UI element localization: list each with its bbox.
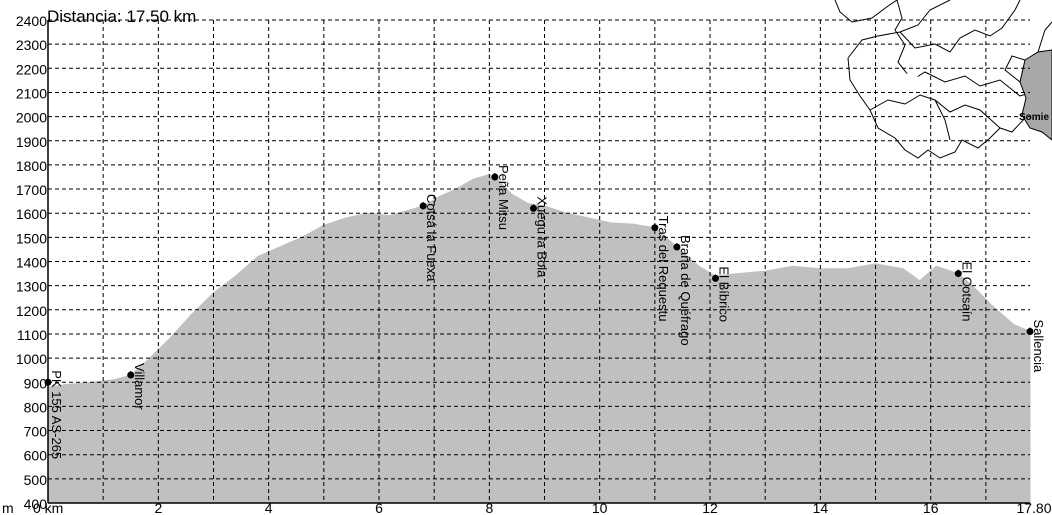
waypoint-marker <box>712 274 720 282</box>
waypoint-marker <box>673 243 681 251</box>
y-tick-label: 2000 <box>16 110 47 126</box>
waypoint-label: Villamor <box>132 363 147 410</box>
y-tick-label: 1600 <box>16 206 47 222</box>
waypoint-label: Peña Mitsu <box>496 165 511 230</box>
y-tick-label: 1700 <box>16 182 47 198</box>
waypoint-marker <box>491 173 499 181</box>
x-tick-label: 10 <box>592 500 608 515</box>
waypoint-label: Sallencia <box>1031 320 1046 374</box>
y-tick-label: 1900 <box>16 134 47 150</box>
waypoint-label: Cotsá la Fuexa <box>424 194 439 282</box>
map-region-outline <box>869 94 1001 141</box>
waypoint-marker <box>954 270 962 278</box>
inset-map: Somie <box>834 0 1052 159</box>
y-tick-label: 1100 <box>17 327 47 343</box>
y-tick-label: 1400 <box>16 255 47 271</box>
waypoint-marker <box>127 371 135 379</box>
elevation-area <box>47 174 1031 504</box>
map-region-outline <box>1004 21 1052 83</box>
y-tick-label: 500 <box>24 472 48 488</box>
x-tick-label: 17.80 <box>1016 500 1051 515</box>
y-tick-label: 700 <box>24 424 48 440</box>
y-tick-label: 800 <box>24 399 48 415</box>
map-region-outline <box>847 0 1021 59</box>
y-tick-label: 900 <box>24 375 48 391</box>
x-unit-label: m <box>2 500 14 515</box>
waypoint-label: El Cotsaín <box>959 262 974 322</box>
x-tick-label: 16 <box>923 500 939 515</box>
x-tick-label: 4 <box>265 500 273 515</box>
y-tick-label: 1300 <box>16 279 47 295</box>
waypoint-marker <box>44 378 52 386</box>
x-tick-label: 2 <box>154 500 162 515</box>
waypoint-label: PK 155 AS-265 <box>49 370 64 459</box>
y-tick-label: 1200 <box>16 303 47 319</box>
y-tick-label: 1500 <box>16 230 47 246</box>
x-tick-label: 6 <box>375 500 383 515</box>
chart-title: Distancia: 17.50 km <box>47 7 196 26</box>
y-tick-label: 600 <box>24 448 48 464</box>
x-tick-label: 12 <box>702 500 718 515</box>
waypoint-label: Tras del Requestu <box>656 216 671 322</box>
y-tick-label: 2400 <box>16 13 47 29</box>
waypoint-label: Xuegu la Bola <box>534 196 549 278</box>
waypoint-label: Braña de Quéfrago <box>678 235 693 346</box>
y-tick-label: 1800 <box>16 158 47 174</box>
y-tick-label: 400 <box>24 496 48 512</box>
y-tick-label: 2100 <box>16 85 47 101</box>
y-tick-label: 1000 <box>16 351 47 367</box>
x-tick-label: 0 km <box>33 500 63 515</box>
plot-area: 400 500 600 700 800 900 1000 1100 1200 1300 1400 15… <box>2 13 1052 515</box>
waypoint-marker <box>651 224 659 232</box>
inset-map-label: Somie <box>1019 112 1049 123</box>
waypoint-marker <box>1026 328 1034 336</box>
x-tick-label: 8 <box>485 500 493 515</box>
waypoint-label: El Bíbrico <box>717 266 732 322</box>
y-tick-label: 2300 <box>16 37 47 53</box>
y-tick-label: 2200 <box>16 61 47 77</box>
map-highlight-region <box>1019 49 1052 141</box>
waypoint-marker <box>529 204 537 212</box>
x-tick-label: 14 <box>813 500 829 515</box>
waypoint-marker <box>419 202 427 210</box>
